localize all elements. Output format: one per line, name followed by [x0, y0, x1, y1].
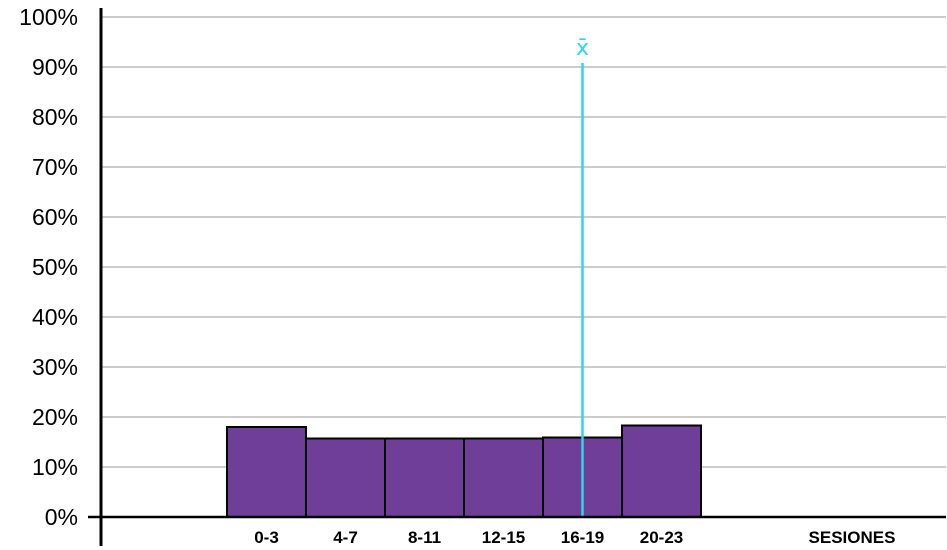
x-tick-label: 0-3: [254, 528, 279, 547]
bar: [226, 426, 307, 518]
bar: [621, 424, 702, 518]
y-tick-labels: 0% 10% 20% 30% 40% 50% 60% 70% 80% 90% 100%: [19, 4, 78, 530]
y-tick-label: 50%: [32, 254, 78, 280]
x-tick-label: 20-23: [640, 528, 683, 547]
x-tick-label: 12-15: [482, 528, 525, 547]
y-tick-label: 60%: [32, 204, 78, 230]
x-tick-label: 16-19: [561, 528, 604, 547]
mean-marker: x̄: [576, 36, 589, 517]
y-tick-label: 100%: [19, 4, 78, 30]
axes: [88, 8, 946, 546]
bar: [305, 437, 386, 518]
y-tick-label: 0%: [45, 504, 78, 530]
x-tick-labels: 0-3 4-7 8-11 12-15 16-19 20-23: [254, 528, 683, 547]
x-axis-title: SESIONES: [809, 528, 896, 547]
x-tick-label: 4-7: [333, 528, 358, 547]
bars: [226, 424, 702, 518]
y-tick-label: 30%: [32, 354, 78, 380]
y-tick-label: 80%: [32, 104, 78, 130]
gridlines: [101, 16, 946, 468]
y-tick-label: 40%: [32, 304, 78, 330]
mean-marker-label: x̄: [576, 36, 589, 61]
y-tick-label: 90%: [32, 54, 78, 80]
bar: [463, 437, 544, 518]
x-tick-label: 8-11: [408, 528, 441, 547]
y-tick-label: 10%: [32, 454, 78, 480]
y-tick-label: 20%: [32, 404, 78, 430]
bar: [384, 437, 465, 518]
y-tick-label: 70%: [32, 154, 78, 180]
